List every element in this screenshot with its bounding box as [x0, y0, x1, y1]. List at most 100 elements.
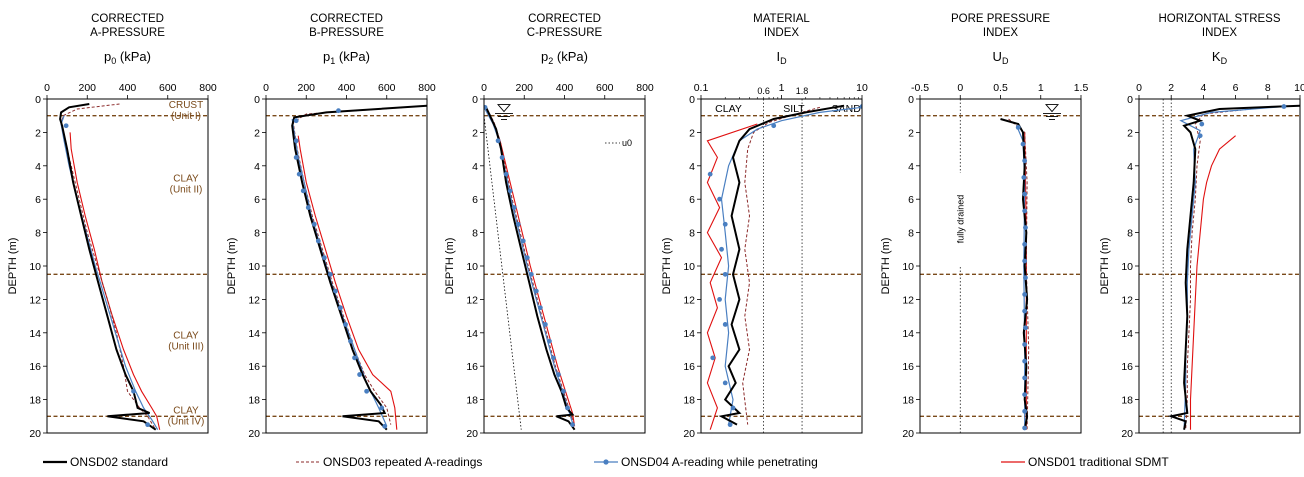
series-onsd04-marker: [1023, 275, 1028, 281]
series-onsd04-marker: [561, 388, 566, 394]
y-tick-label: 18: [466, 395, 478, 407]
y-tick-label: 4: [35, 161, 41, 173]
x-tick-label: 0: [957, 82, 963, 94]
series-onsd04-marker: [542, 322, 548, 327]
y-tick-label: 8: [35, 228, 41, 240]
x-tick-label: 200: [515, 82, 533, 94]
u0-line: [483, 115, 522, 430]
y-tick-label: 2: [908, 127, 914, 139]
zone-label: CLAY: [715, 103, 742, 115]
series-onsd04-marker: [338, 305, 343, 311]
x-tick-label: 400: [119, 82, 137, 94]
y-tick-label: 8: [908, 228, 914, 240]
x-tick-label: 10: [1294, 82, 1304, 94]
series-onsd04-marker: [1199, 121, 1205, 127]
series-onsd04-marker: [533, 288, 539, 294]
series-onsd03-line: [1185, 106, 1268, 430]
x-axis-label: UD: [993, 49, 1009, 66]
series-onsd01-line: [706, 123, 758, 430]
series-onsd04-marker: [551, 355, 556, 361]
series-onsd04-marker: [565, 405, 570, 411]
series-onsd04-marker: [321, 255, 327, 261]
series-onsd04-marker: [1022, 208, 1028, 214]
x-axis-label: KD: [1212, 49, 1228, 66]
unit-label: CRUST: [169, 100, 203, 111]
series-onsd04-marker: [707, 171, 713, 177]
y-tick-label: 14: [466, 328, 478, 340]
y-tick-label: 16: [902, 361, 914, 373]
x-axis-label: p0 (kPa): [104, 49, 151, 66]
series-group: [706, 104, 862, 430]
x-tick-label: 400: [556, 82, 574, 94]
series-onsd04-marker: [1022, 291, 1028, 297]
x-tick-label: 0: [263, 82, 269, 94]
series-onsd04-marker: [1021, 175, 1027, 180]
y-tick-label: 2: [689, 127, 695, 139]
unit-label: CLAY: [173, 174, 199, 185]
series-onsd04-marker: [145, 422, 151, 428]
y-tick-label: 2: [35, 127, 41, 139]
series-onsd02-line: [59, 103, 157, 431]
series-onsd02-line: [485, 106, 576, 431]
water-table-symbol: [1045, 104, 1059, 113]
series-onsd04-marker: [1022, 258, 1028, 264]
series-onsd04-marker: [537, 305, 543, 311]
legend-label: ONSD04 A-reading while penetrating: [621, 455, 818, 469]
series-onsd04-marker: [1022, 425, 1028, 431]
x-axis-label: ID: [776, 49, 787, 66]
series-onsd03-line: [60, 103, 157, 430]
y-tick-label: 10: [1121, 261, 1133, 273]
series-group: [1000, 118, 1030, 431]
legend-item: ONSD02 standard: [43, 455, 168, 469]
x-tick-label: 0: [44, 82, 50, 94]
y-axis-label: DEPTH (m): [226, 238, 238, 295]
series-onsd04-marker: [722, 322, 728, 327]
series-onsd04-marker: [63, 123, 69, 129]
series-group: [1167, 104, 1300, 430]
series-onsd01-line: [69, 132, 161, 430]
y-tick-label: 16: [466, 361, 478, 373]
y-tick-label: 4: [254, 161, 260, 173]
unit-label: (Unit III): [168, 341, 204, 352]
plot-frame: [919, 98, 1082, 434]
x-tick-label: 600: [378, 82, 396, 94]
unit-label: (Unit IV): [168, 417, 205, 428]
x-tick-label: 1.5: [1074, 82, 1089, 94]
y-tick-label: 20: [1121, 428, 1133, 440]
series-onsd01-line: [297, 135, 398, 430]
x-tick-label: 1: [1038, 82, 1044, 94]
x-marker-label: 0.6: [757, 86, 770, 96]
x-tick-label: 0: [481, 82, 487, 94]
y-tick-label: 6: [689, 194, 695, 206]
y-tick-label: 18: [1121, 395, 1133, 407]
x-axis-label: p2 (kPa): [541, 49, 588, 66]
chart-title-line: INDEX: [764, 27, 799, 39]
y-tick-label: 8: [1127, 228, 1133, 240]
series-group: [484, 104, 576, 431]
series-onsd04-marker: [305, 205, 311, 210]
series-onsd04-marker: [524, 255, 530, 261]
chart-title-line: MATERIAL: [753, 13, 810, 25]
y-tick-label: 6: [1127, 194, 1133, 206]
y-tick-label: 4: [472, 161, 478, 173]
y-tick-label: 6: [35, 194, 41, 206]
y-tick-label: 16: [29, 361, 41, 373]
series-onsd04-marker: [343, 322, 348, 327]
chart-panel-6: HORIZONTAL STRESS INDEX KD DEPTH (m) 0 2 4 6 8 10…: [1099, 13, 1304, 440]
series-onsd03-line: [486, 108, 576, 427]
series-onsd04-marker: [547, 338, 552, 344]
series-onsd04-marker: [1022, 375, 1028, 381]
series-onsd04-marker: [719, 246, 724, 252]
series-onsd04-marker: [1281, 104, 1287, 109]
chart-panel-4: MATERIAL INDEX ID DEPTH (m) 0.1 1 10 0 2 4 6 8 10 12 1…: [661, 13, 868, 440]
y-tick-label: 8: [689, 228, 695, 240]
series-onsd04-marker: [379, 405, 385, 411]
unit-label: (Unit I): [171, 111, 201, 122]
chart-title-line: CORRECTED: [310, 13, 383, 25]
y-tick-label: 20: [466, 428, 478, 440]
y-tick-label: 10: [466, 261, 478, 273]
series-onsd04-marker: [520, 238, 526, 244]
